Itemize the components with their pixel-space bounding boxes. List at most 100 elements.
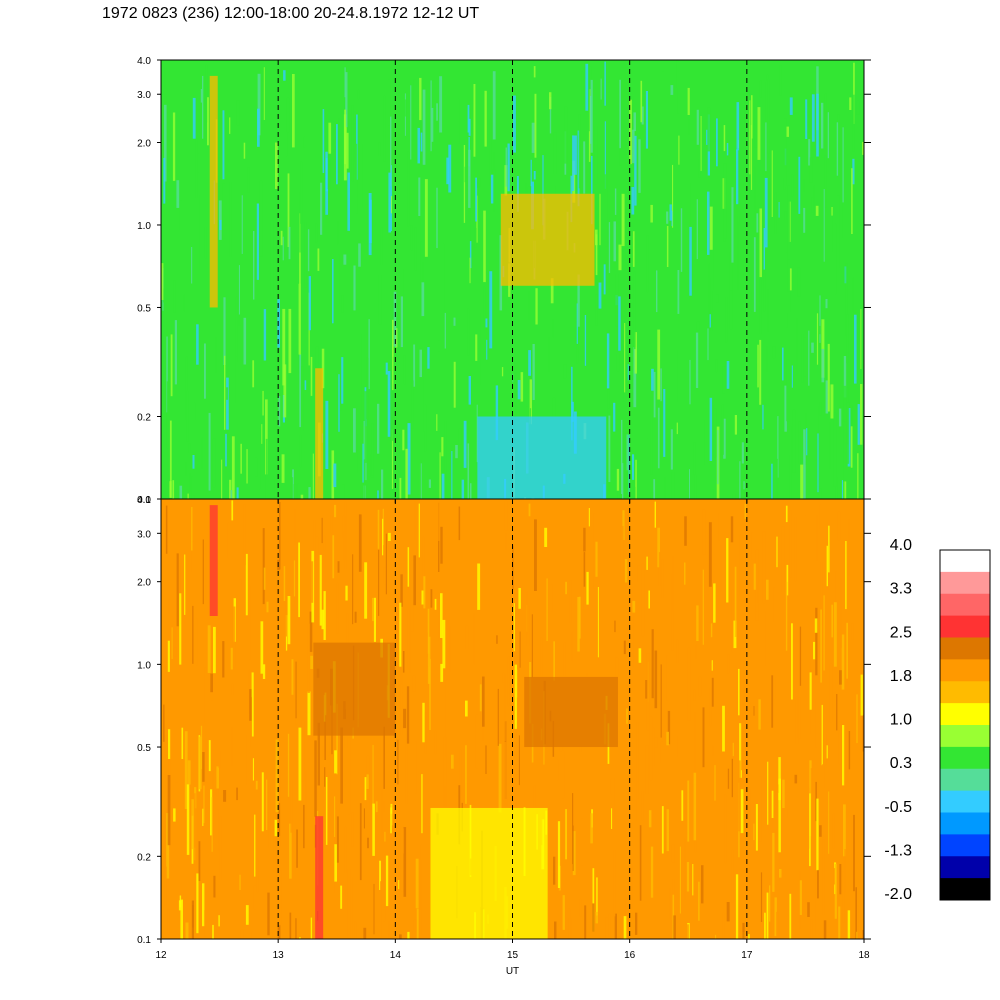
heatmap-cell <box>739 461 741 499</box>
colorbar-label: 1.8 <box>890 668 912 685</box>
heatmap-cell <box>836 694 838 731</box>
heatmap-cell <box>653 371 656 418</box>
heatmap-cell <box>654 501 656 528</box>
heatmap-cell <box>429 658 431 730</box>
heatmap-cell <box>635 459 637 499</box>
heatmap-cell <box>356 143 358 214</box>
heatmap-cell <box>833 868 836 885</box>
heatmap-cell <box>630 277 632 350</box>
heatmap-cell <box>467 104 470 133</box>
heatmap-cell <box>749 789 751 844</box>
heatmap-cell <box>684 838 686 900</box>
heatmap-cell <box>557 759 559 781</box>
heatmap-cell <box>194 793 196 848</box>
heatmap-cell <box>610 778 612 795</box>
heatmap-cell <box>820 609 822 683</box>
heatmap-cell <box>289 912 292 939</box>
heatmap-cell <box>631 866 633 910</box>
y-tick-label: 2.0 <box>137 138 151 149</box>
heatmap-cell <box>391 429 394 489</box>
heatmap-cell <box>439 76 443 133</box>
heatmap-cell <box>192 905 194 928</box>
heatmap-feature <box>500 193 595 286</box>
heatmap-cell <box>739 256 741 300</box>
heatmap-cell <box>563 364 567 379</box>
heatmap-cell <box>377 509 380 549</box>
heatmap-cell <box>789 893 792 939</box>
heatmap-cell <box>736 102 740 151</box>
heatmap-cell <box>630 96 634 143</box>
heatmap-cell <box>344 67 346 98</box>
heatmap-cell <box>347 172 350 231</box>
heatmap-cell <box>222 110 225 180</box>
heatmap-cell <box>366 774 369 789</box>
heatmap-cell <box>710 278 713 332</box>
heatmap-cell <box>255 780 258 790</box>
heatmap-cell <box>774 192 777 234</box>
heatmap-cell <box>388 921 390 939</box>
heatmap-cell <box>345 72 348 128</box>
heatmap-cell <box>852 94 855 152</box>
colorbar-label: 2.5 <box>890 624 912 641</box>
heatmap-cell <box>591 155 593 225</box>
heatmap-cell <box>499 161 501 224</box>
heatmap-cell <box>187 493 189 499</box>
heatmap-cell <box>578 114 581 189</box>
heatmap-cell <box>229 117 231 134</box>
heatmap-cell <box>191 507 193 551</box>
heatmap-cell <box>799 626 802 686</box>
heatmap-cell <box>180 899 183 939</box>
heatmap-cell <box>406 686 410 744</box>
heatmap-cell <box>616 354 620 372</box>
heatmap-cell <box>484 90 487 147</box>
heatmap-cell <box>613 849 616 917</box>
heatmap-feature <box>430 807 548 939</box>
heatmap-cell <box>468 149 471 208</box>
colorbar-swatch <box>940 834 990 857</box>
heatmap-cell <box>382 518 384 556</box>
heatmap-cell <box>337 220 339 245</box>
heatmap-cell <box>836 195 840 269</box>
heatmap-cell <box>279 870 282 925</box>
heatmap-cell <box>781 526 785 592</box>
colorbar-label: 4.0 <box>890 537 912 554</box>
heatmap-cell <box>758 207 761 233</box>
heatmap-cell <box>711 405 714 417</box>
heatmap-cell <box>298 542 300 618</box>
heatmap-cell <box>649 716 653 781</box>
heatmap-cell <box>414 501 416 540</box>
heatmap-cell <box>424 712 427 754</box>
heatmap-cell <box>274 819 277 837</box>
heatmap-cell <box>239 579 242 591</box>
heatmap-cell <box>210 789 213 836</box>
heatmap-cell <box>240 443 242 474</box>
heatmap-cell <box>740 648 743 719</box>
heatmap-cell <box>595 541 598 577</box>
heatmap-cell <box>840 448 842 483</box>
heatmap-cell <box>188 443 191 454</box>
heatmap-cell <box>819 325 821 335</box>
heatmap-cell <box>232 606 236 668</box>
heatmap-cell <box>588 61 590 132</box>
heatmap-cell <box>604 121 606 189</box>
heatmap-cell <box>825 299 828 309</box>
heatmap-cell <box>860 309 862 369</box>
heatmap-cell <box>614 913 617 939</box>
heatmap-cell <box>467 308 470 356</box>
heatmap-cell <box>823 734 827 766</box>
heatmap-cell <box>505 147 507 187</box>
heatmap-cell <box>713 408 717 458</box>
heatmap-cell <box>260 621 264 674</box>
heatmap-cell <box>740 789 744 834</box>
heatmap-cell <box>461 479 465 499</box>
heatmap-cell <box>339 381 342 411</box>
heatmap-cell <box>590 813 593 844</box>
heatmap-cell <box>252 758 254 781</box>
heatmap-cell <box>441 437 444 457</box>
heatmap-cell <box>312 453 314 499</box>
heatmap-cell <box>173 280 176 313</box>
heatmap-cell <box>490 174 494 204</box>
heatmap-cell <box>452 475 455 499</box>
heatmap-cell <box>544 527 548 547</box>
heatmap-cell <box>848 731 851 770</box>
